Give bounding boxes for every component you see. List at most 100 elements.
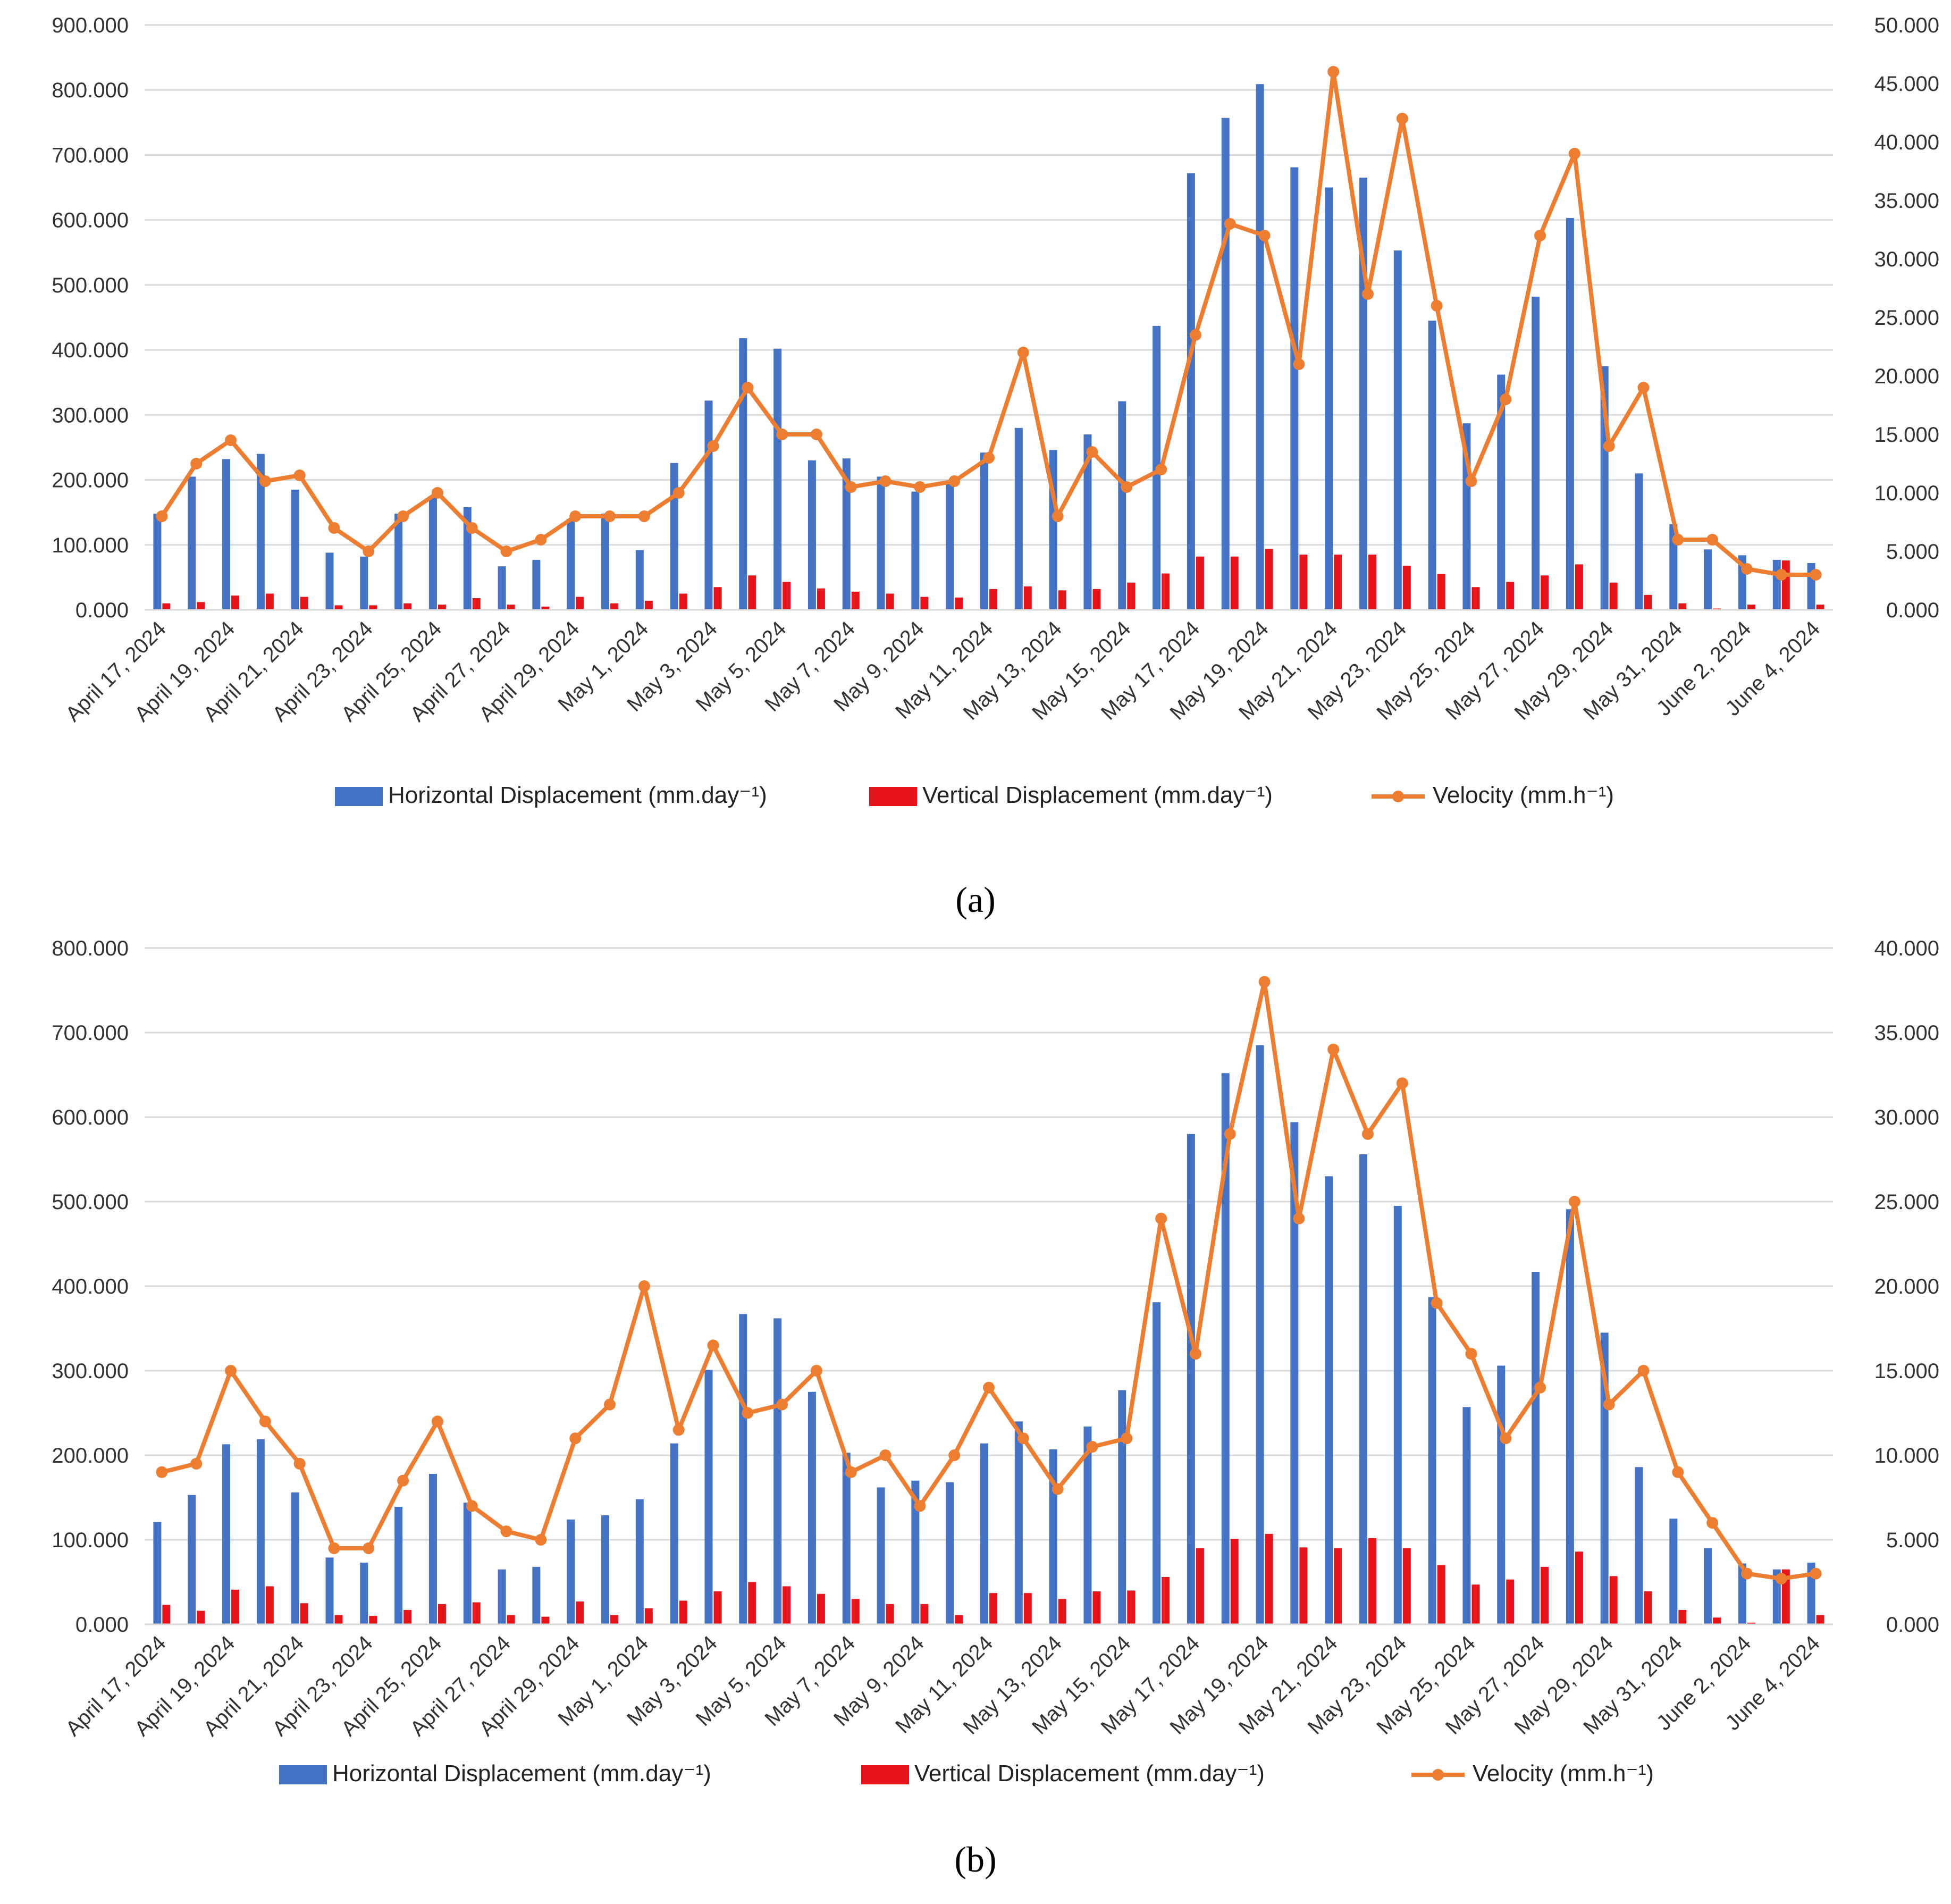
bar-horizontal [1566, 218, 1574, 610]
bar-vertical [1471, 1584, 1480, 1624]
velocity-point [1052, 1483, 1064, 1495]
velocity-point [1465, 475, 1477, 487]
bar-horizontal [153, 514, 162, 610]
bar-horizontal [1256, 1045, 1264, 1624]
velocity-point [1431, 300, 1443, 312]
bar-horizontal [291, 489, 299, 610]
bar-horizontal [911, 491, 920, 610]
y2-tick-label: 45.000 [1874, 72, 1939, 96]
bar-vertical [541, 1616, 550, 1624]
bar-vertical [1506, 582, 1515, 610]
bar-horizontal [256, 454, 265, 610]
bar-vertical [1437, 574, 1445, 610]
velocity-point [638, 510, 650, 522]
velocity-point [1396, 1077, 1408, 1089]
bar-vertical [300, 1603, 308, 1624]
velocity-point [1396, 113, 1408, 124]
bar-horizontal [1635, 473, 1643, 610]
legend-velocity-marker [1432, 1769, 1444, 1781]
bar-vertical [989, 589, 997, 610]
bar-vertical [472, 1602, 481, 1624]
bar-horizontal [1256, 84, 1264, 610]
velocity-point [1810, 1567, 1822, 1580]
velocity-point [742, 382, 754, 393]
bar-vertical [1402, 1548, 1411, 1624]
bar-vertical [1196, 556, 1204, 610]
velocity-point [879, 475, 892, 487]
bar-vertical [1058, 1599, 1066, 1624]
velocity-point [500, 1525, 512, 1538]
bar-vertical [162, 1605, 171, 1624]
bar-vertical [472, 598, 481, 610]
bar-vertical [1127, 582, 1136, 610]
bar-vertical [197, 602, 205, 610]
bar-horizontal [946, 1482, 954, 1624]
bar-vertical [1678, 1609, 1687, 1624]
velocity-point [259, 1415, 271, 1428]
velocity-point [604, 510, 616, 522]
legend-velocity-label: Velocity (mm.h⁻¹) [1433, 782, 1614, 808]
velocity-point [1293, 358, 1305, 370]
bar-horizontal [498, 1569, 506, 1624]
bar-horizontal [1290, 167, 1299, 610]
bar-horizontal [256, 1439, 265, 1624]
velocity-point [1706, 1517, 1719, 1529]
bar-horizontal [1118, 401, 1126, 610]
velocity-point [1155, 464, 1167, 475]
y-tick-label: 100.000 [52, 1529, 129, 1552]
bar-horizontal [360, 556, 368, 610]
velocity-point [1603, 1398, 1615, 1411]
y2-tick-label: 25.000 [1874, 306, 1939, 330]
velocity-point [810, 429, 822, 440]
bar-horizontal [1428, 321, 1436, 610]
bar-horizontal [1428, 1297, 1436, 1624]
y2-tick-label: 35.000 [1874, 1021, 1939, 1045]
bar-vertical [1575, 1551, 1583, 1624]
bar-vertical [1609, 1576, 1618, 1624]
bar-vertical [851, 591, 860, 610]
bar-vertical [1265, 549, 1273, 610]
velocity-point [1258, 976, 1271, 988]
velocity-point [1086, 446, 1098, 458]
velocity-point [293, 469, 306, 481]
bar-vertical [1506, 1579, 1515, 1624]
y2-tick-label: 30.000 [1874, 248, 1939, 271]
bar-horizontal [980, 1443, 988, 1624]
bar-vertical [1644, 594, 1652, 610]
bar-horizontal [188, 1495, 196, 1624]
bar-vertical [231, 1589, 240, 1624]
bar-vertical [300, 597, 308, 610]
y-tick-label: 700.000 [52, 144, 129, 167]
velocity-point [1052, 510, 1064, 522]
bar-vertical [1437, 1565, 1445, 1624]
bar-vertical [748, 575, 756, 610]
velocity-point [845, 481, 857, 493]
bar-vertical [1334, 1548, 1342, 1624]
bar-horizontal [946, 481, 954, 610]
bar-horizontal [1187, 173, 1195, 610]
y2-tick-label: 20.000 [1874, 365, 1939, 388]
velocity-point [1155, 1212, 1167, 1224]
bar-horizontal [1566, 1209, 1574, 1624]
velocity-point [1500, 393, 1512, 405]
legend-horizontal-swatch [335, 787, 383, 806]
bar-horizontal [567, 518, 575, 610]
bar-vertical [1265, 1533, 1273, 1624]
y-tick-label: 400.000 [52, 339, 129, 362]
y2-tick-label: 40.000 [1874, 131, 1939, 154]
velocity-point [879, 1449, 892, 1461]
bar-horizontal [498, 566, 506, 610]
bar-vertical [1127, 1590, 1136, 1624]
bar-horizontal [1221, 1073, 1230, 1624]
bar-vertical [644, 600, 653, 610]
bar-vertical [955, 597, 963, 610]
bar-vertical [748, 1582, 756, 1624]
bar-horizontal [1118, 1390, 1126, 1624]
bar-vertical [1023, 586, 1032, 610]
bar-vertical [1092, 1591, 1101, 1624]
velocity-point [1121, 481, 1133, 493]
y2-tick-label: 10.000 [1874, 482, 1939, 505]
velocity-point [948, 1449, 961, 1461]
panel-label-a: (a) [955, 879, 995, 920]
